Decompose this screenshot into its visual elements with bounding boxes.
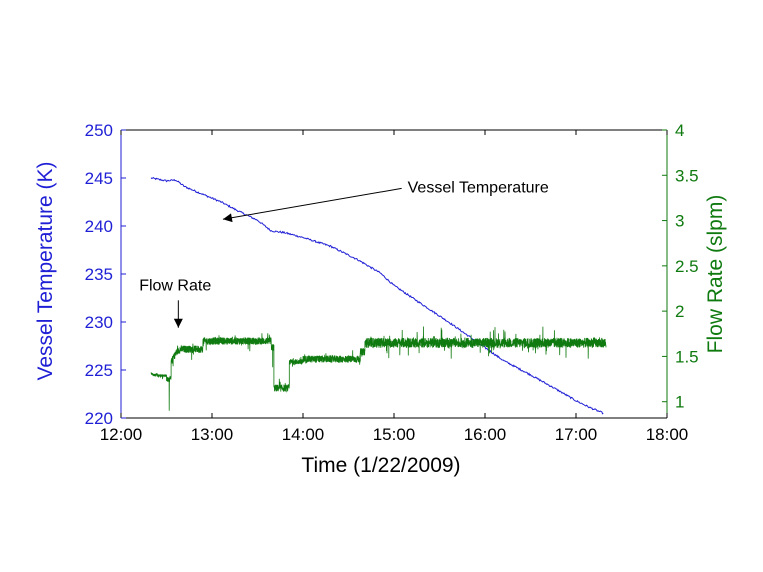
- series-vessel-temperature: [150, 176, 604, 415]
- x-tick-label: 17:00: [555, 425, 598, 444]
- x-tick-label: 13:00: [191, 425, 234, 444]
- left-y-tick-label: 245: [85, 169, 113, 188]
- left-y-tick-label: 225: [85, 361, 113, 380]
- annotation-vessel-temperature: Vessel Temperature: [408, 179, 549, 196]
- plot-frame: [120, 129, 668, 419]
- annotation-arrow-head: [173, 318, 183, 328]
- x-axis-title: Time (1/22/2009): [301, 454, 460, 477]
- x-tick-label: 18:00: [646, 425, 689, 444]
- left-y-tick-label: 235: [85, 265, 113, 284]
- right-y-tick-label: 1.5: [675, 347, 699, 366]
- right-y-axis-title: Flow Rate (slpm): [704, 195, 727, 354]
- right-y-tick-label: 1: [675, 393, 684, 412]
- right-y-tick-label: 3.5: [675, 166, 699, 185]
- left-y-tick-label: 230: [85, 313, 113, 332]
- x-tick-label: 15:00: [373, 425, 416, 444]
- left-y-tick-label: 220: [85, 409, 113, 428]
- left-y-axis-title: Vessel Temperature (K): [34, 161, 57, 380]
- x-tick-label: 16:00: [464, 425, 507, 444]
- left-y-tick-label: 250: [85, 121, 113, 140]
- left-y-tick-label: 240: [85, 217, 113, 236]
- right-y-tick-label: 2: [675, 302, 684, 321]
- x-tick-label: 14:00: [282, 425, 325, 444]
- ticks-layer: 12:00 13:00 14:00 15:00 16:00 17:00 18:0022022…: [85, 121, 699, 444]
- annotation-flow-rate: Flow Rate: [139, 277, 211, 294]
- right-y-tick-label: 2.5: [675, 257, 699, 276]
- series-layer: [150, 176, 607, 415]
- right-y-tick-label: 4: [675, 121, 684, 140]
- annotation-arrow-line: [222, 187, 402, 220]
- right-y-tick-label: 3: [675, 212, 684, 231]
- series-flow-rate: [150, 326, 607, 411]
- annotation-arrow-head: [222, 213, 233, 223]
- x-tick-label: 12:00: [100, 425, 143, 444]
- annotation-layer: Vessel Temperature Flow Rate: [139, 179, 549, 328]
